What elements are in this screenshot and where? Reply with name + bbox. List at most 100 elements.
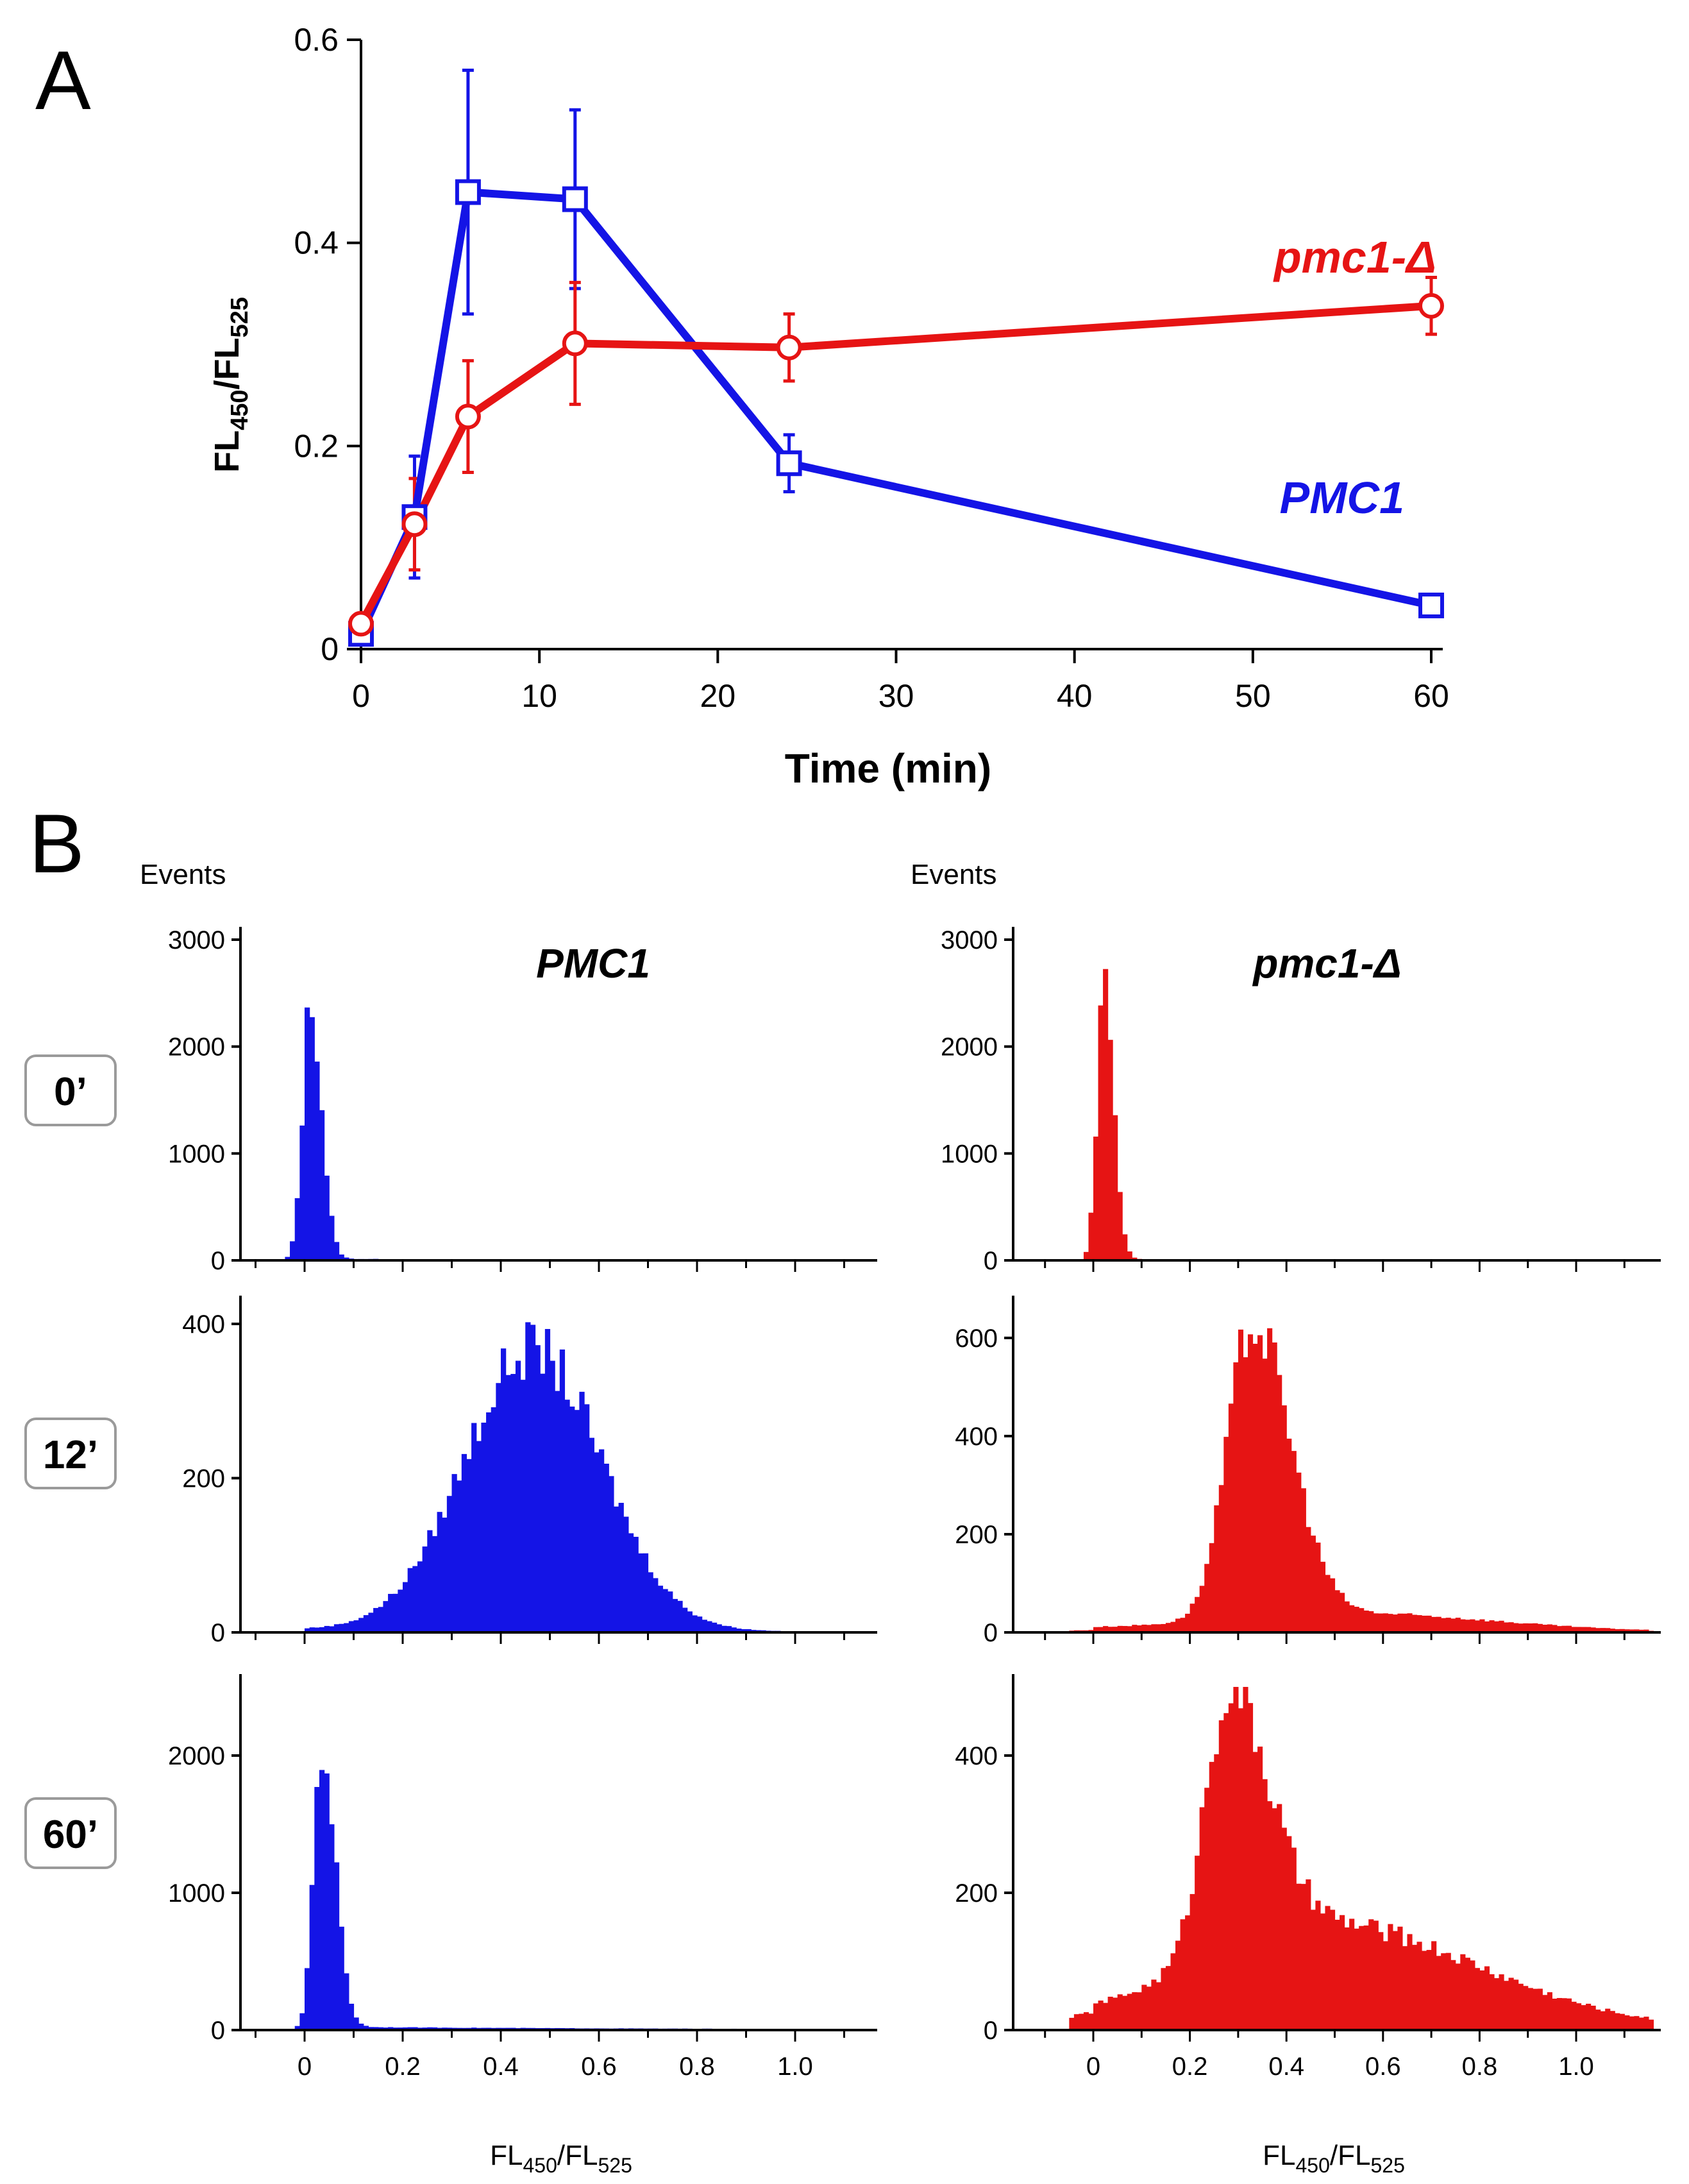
histogram-bar <box>1281 1827 1287 2030</box>
histogram-bar <box>1113 1997 1118 2030</box>
hist-xlabel-left: FL450/FL525 <box>490 2140 632 2177</box>
histogram-bar <box>1310 1909 1316 2030</box>
histogram-bar <box>1470 1960 1475 2030</box>
histogram-bar <box>1122 1626 1128 1632</box>
histogram-bar <box>1233 1687 1239 2030</box>
hist-x-tick-label: 0.2 <box>385 2053 421 2081</box>
histogram-bar <box>1493 1621 1500 1632</box>
histogram-bar <box>432 2027 438 2030</box>
histogram-bar <box>1523 1986 1529 2030</box>
histogram-bar <box>373 2027 379 2030</box>
histogram-bar <box>1624 2015 1630 2030</box>
histogram-bar <box>1185 1613 1191 1632</box>
histogram-bar <box>388 1593 394 1632</box>
y-tick-label: 0.6 <box>294 22 339 58</box>
histogram-bar <box>1518 1623 1524 1632</box>
histogram-bar <box>1368 1919 1374 2030</box>
histogram-pmc1-delta-2: 0 200 400 0 0.2 0.4 0.6 0.8 1.0 <box>955 1674 1661 2081</box>
histogram-bar <box>1320 1561 1326 1632</box>
histogram-bar <box>407 1568 413 1632</box>
histogram-bar <box>1170 1621 1176 1632</box>
histogram-bar <box>1527 1623 1533 1632</box>
histogram-bar <box>1286 1836 1292 2030</box>
hist-y-tick-label: 0 <box>984 2017 998 2045</box>
x-tick-label: 30 <box>878 678 914 714</box>
histogram-bar <box>1513 1623 1519 1632</box>
histogram-bar <box>1223 1437 1229 1632</box>
histogram-bar <box>1329 1578 1336 1632</box>
histogram-bar <box>1523 1623 1529 1632</box>
histogram-bar <box>1513 1979 1519 2030</box>
hist-y-tick-label: 1000 <box>941 1140 998 1168</box>
histogram-bar <box>1165 1623 1172 1632</box>
histogram-bar <box>333 1242 340 1260</box>
hist-y-tick-label: 400 <box>182 1310 225 1339</box>
histogram-bar <box>1127 1251 1132 1260</box>
histogram-bar <box>1441 1618 1447 1632</box>
histogram-bar <box>697 1616 703 1632</box>
histogram-bar <box>1122 1995 1128 2030</box>
x-tick-label: 50 <box>1235 678 1271 714</box>
data-point-pmc1-delta <box>455 403 481 430</box>
histogram-bar <box>1238 1708 1244 2030</box>
histogram-bar <box>1306 1527 1311 1632</box>
histogram-bar <box>1518 1983 1524 2030</box>
histogram-bar <box>1552 1625 1558 1632</box>
histogram-bar <box>1382 1941 1388 2030</box>
histogram-bar <box>603 1463 609 1632</box>
histogram-bar <box>1470 1619 1475 1632</box>
histogram-bar <box>1170 1953 1176 2030</box>
histogram-bar <box>412 2027 418 2030</box>
histogram-bar <box>515 1360 521 1632</box>
histogram-bar <box>1378 1613 1384 1632</box>
histogram-bar <box>1238 1329 1244 1632</box>
histogram-bar <box>1571 2001 1577 2030</box>
histogram-bar <box>589 1437 594 1632</box>
hist-y-tick-label: 3000 <box>941 926 998 954</box>
histogram-bar <box>1499 1620 1504 1632</box>
series-line-pmc1 <box>357 188 1433 636</box>
histogram-bar <box>1436 1956 1441 2030</box>
histogram-bar <box>574 1410 580 1632</box>
histogram-bar <box>1441 1953 1447 2030</box>
histogram-bar <box>594 1452 600 1632</box>
histogram-bar <box>687 1611 693 1632</box>
histogram-bar <box>1180 1618 1186 1632</box>
histogram-bar <box>1127 1626 1132 1632</box>
histogram-bar <box>1581 1627 1586 1632</box>
histogram-bar <box>486 1412 492 1632</box>
time-badge-0-label: 0’ <box>54 1070 87 1114</box>
histogram-bar <box>1315 1900 1321 2030</box>
histogram-bar <box>501 1348 507 1632</box>
histogram-bar <box>1218 1485 1224 1632</box>
histogram-bar <box>1542 1995 1548 2030</box>
histogram-bar <box>1493 1978 1500 2030</box>
histogram-bar <box>314 1787 320 2030</box>
histogram-bar <box>1431 1616 1437 1632</box>
histogram-bar <box>1556 1998 1563 2030</box>
histogram-bar <box>505 1375 511 1632</box>
histogram-bar <box>1093 1627 1099 1632</box>
histogram-bar <box>1629 2016 1634 2030</box>
histogram-bar <box>1189 1604 1195 1632</box>
histogram-bar <box>643 1553 649 1632</box>
histogram-bar <box>1354 1607 1359 1632</box>
histogram-bar <box>1363 1925 1369 2030</box>
y-tick-label: 0.2 <box>294 428 339 464</box>
histogram-bar <box>290 1241 296 1260</box>
histogram-bar <box>1107 1627 1113 1632</box>
hist-y-tick-label: 0 <box>984 1619 998 1647</box>
pmc1-delta-series-label: pmc1-Δ <box>1273 232 1436 282</box>
histogram-bar <box>1098 2000 1104 2030</box>
histogram-bar <box>618 1503 624 1632</box>
hist-x-tick-label: 0 <box>298 2053 312 2081</box>
histogram-bar <box>461 1453 467 1632</box>
histogram-bar <box>741 1629 747 1632</box>
histogram-bar <box>1155 1982 1162 2030</box>
histogram-bar <box>672 1598 678 1632</box>
histogram-bar <box>1122 1234 1128 1260</box>
histogram-bar <box>1624 1629 1630 1632</box>
histogram-bar <box>1349 1605 1355 1632</box>
x-tick-label: 10 <box>521 678 557 714</box>
histogram-bar <box>677 1600 683 1632</box>
